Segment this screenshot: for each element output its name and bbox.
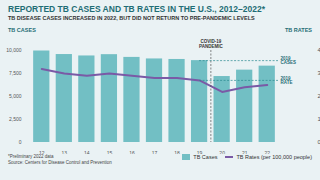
html-text:TB Rates (per 100,000 people): TB Rates (per 100,000 people) [236,154,312,160]
svg-text:4: 4 [318,47,320,53]
html-text:Source: Centers for Disease Co: Source: Centers for Disease Control and … [8,160,112,165]
svg-text:2019RATE: 2019RATE [281,76,293,86]
svg-text:2: 2 [318,93,320,99]
svg-text:0: 0 [318,139,320,145]
svg-text:12: 12 [39,150,45,154]
svg-text:21: 21 [242,150,248,154]
svg-text:0: 0 [19,139,22,145]
svg-text:15: 15 [107,150,113,154]
svg-text:18: 18 [174,150,180,154]
html-text:TB RATES: TB RATES [284,27,312,33]
html-text:REPORTED TB CASES AND TB RATES: REPORTED TB CASES AND TB RATES IN THE U.… [8,4,265,14]
svg-text:20: 20 [219,150,225,154]
svg-text:COVID-19PANDEMIC: COVID-19PANDEMIC [199,39,223,49]
svg-text:1: 1 [318,116,320,122]
svg-text:5,000: 5,000 [9,93,22,99]
html-text:TB CASES: TB CASES [8,27,36,33]
svg-text:2019CASES: 2019CASES [281,56,297,65]
html-text:TB DISEASE CASES INCREASED IN: TB DISEASE CASES INCREASED IN 2022, BUT … [8,15,255,21]
svg-text:10,000: 10,000 [6,47,22,53]
svg-text:13: 13 [62,150,68,154]
html-text:*Preliminary 2022 data: *Preliminary 2022 data [8,154,54,159]
svg-text:2,500: 2,500 [9,116,22,122]
svg-text:16: 16 [129,150,135,154]
html-text:TB Cases: TB Cases [193,154,218,160]
svg-text:17: 17 [152,150,158,154]
svg-text:3: 3 [318,70,320,76]
svg-text:14: 14 [84,150,90,154]
svg-text:19: 19 [197,150,203,154]
svg-text:7,500: 7,500 [9,70,22,76]
svg-text:22: 22 [264,150,270,154]
